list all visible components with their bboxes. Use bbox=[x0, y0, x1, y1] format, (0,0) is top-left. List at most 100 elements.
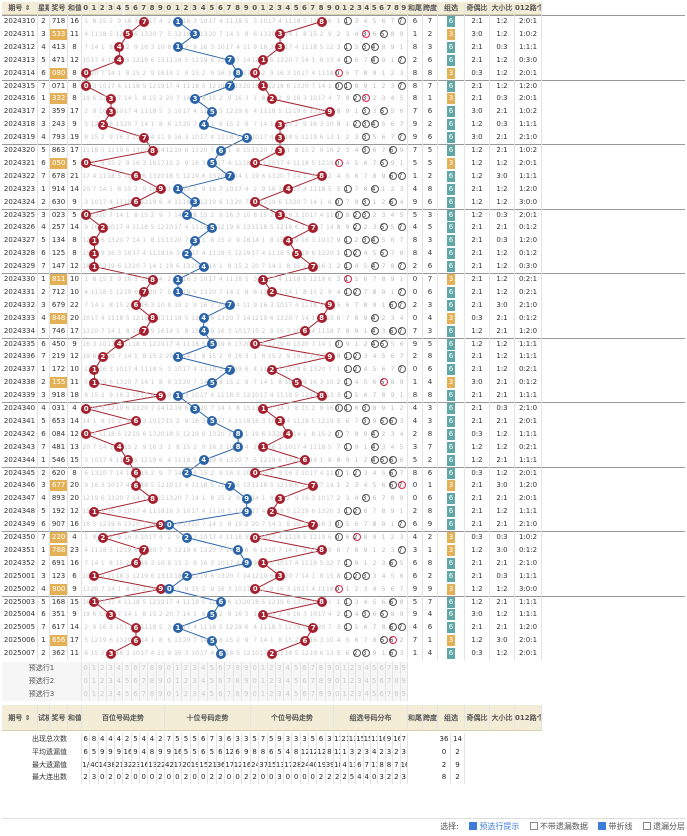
predict-row[interactable]: 预选行2 0 1 2 3 4 5 6 7 8 9 0 1 2 3 4 5 6 7 8 9 0 1 2 3 4 5 6 7 8 9 0 1 2 3 4 5… bbox=[2, 674, 685, 688]
r012-cell: 1:0:2 bbox=[515, 144, 542, 157]
drawn-ball: 6 bbox=[130, 468, 141, 478]
miss-value: 18 bbox=[132, 340, 140, 348]
miss-value: 15 bbox=[309, 288, 318, 296]
dist-mark: 6 bbox=[372, 147, 377, 154]
miss-value: 8 bbox=[184, 585, 189, 593]
miss-value: 6 bbox=[201, 172, 206, 180]
r012-cell: 1:2:0 bbox=[515, 182, 542, 196]
s-g6: 2 bbox=[451, 745, 465, 759]
s-h-6: 5 bbox=[131, 732, 141, 746]
footer-options: 选择: 预选行提示 不带遗漏数据 带折线 遗漏分层 bbox=[2, 818, 685, 834]
b-sum: 和值 bbox=[68, 704, 82, 731]
miss-value: 4 bbox=[278, 276, 282, 283]
r012-cell: 2:0:1 bbox=[515, 414, 542, 428]
checkbox-icon[interactable] bbox=[643, 822, 651, 830]
prize-cell: 359 bbox=[50, 105, 68, 119]
option-layer[interactable]: 遗漏分层 bbox=[643, 822, 685, 831]
miss-value: 16 bbox=[157, 69, 165, 77]
issue-cell: 2025006 bbox=[2, 634, 38, 648]
draw-row: 2024345 2 620 8 6 13 20 7 14 1 15 2 9 6 7 14 8 15 2 9 16 3 10 2… bbox=[2, 466, 685, 480]
miss-value: 13 bbox=[90, 469, 99, 477]
group-badge: 6 bbox=[446, 493, 456, 505]
drawn-ball: 3 bbox=[106, 106, 117, 117]
draw-row: 2024331 2 712 10 4 11 18 5 12 19 6 20 7 7 5 19 6 13 20 7 14 1… bbox=[2, 285, 685, 299]
miss-value: 12 bbox=[191, 56, 199, 64]
bs-cell: 0:3 bbox=[490, 569, 515, 583]
miss-value: 6 bbox=[269, 56, 274, 64]
miss-value: 16 bbox=[140, 559, 149, 567]
miss-value: 16 bbox=[115, 392, 124, 400]
sum-cell: 23 bbox=[68, 543, 82, 557]
group-cell: 6 bbox=[438, 208, 465, 222]
dist-mark: 1 bbox=[343, 275, 352, 283]
dist-mark: 0 bbox=[334, 158, 343, 167]
oe-cell: 2:1 bbox=[465, 621, 490, 635]
d-digit-5: 5 bbox=[371, 2, 379, 15]
drawn-ball: 7 bbox=[308, 622, 319, 633]
dist-mark: 4 bbox=[345, 159, 350, 167]
miss-value: 1 bbox=[117, 69, 122, 77]
miss-value: 6 bbox=[294, 482, 299, 490]
drawn-ball: 7 bbox=[224, 81, 235, 91]
checkbox-icon[interactable] bbox=[598, 822, 607, 830]
miss-value: 18 bbox=[267, 108, 276, 116]
dist-mark: 1 bbox=[390, 288, 395, 296]
drawn-ball: 0 bbox=[250, 532, 261, 543]
dist-mark: 2 bbox=[352, 210, 361, 219]
option-line[interactable]: 带折线 bbox=[598, 822, 632, 831]
bs-cell: 1:2 bbox=[490, 363, 515, 377]
dist-mark: 5 bbox=[372, 250, 377, 258]
miss-value: 10 bbox=[123, 508, 132, 516]
miss-value: 3 bbox=[109, 366, 113, 374]
week-cell: 6 bbox=[38, 608, 50, 622]
issue-cell: 2025007 bbox=[2, 647, 38, 661]
s-h-0: 6 bbox=[82, 732, 91, 746]
checkbox-icon[interactable] bbox=[469, 822, 478, 830]
dist-mark: 7 bbox=[390, 18, 395, 25]
miss-value: 4 bbox=[193, 366, 197, 374]
miss-value: 14 bbox=[301, 56, 309, 64]
dist-mark: 9 bbox=[372, 650, 377, 658]
miss-value: 13 bbox=[123, 521, 132, 529]
miss-value: 19 bbox=[217, 82, 225, 90]
option-predict-hint[interactable]: 预选行提示 bbox=[469, 822, 519, 831]
miss-value: 19 bbox=[276, 82, 284, 90]
miss-value: 9 bbox=[117, 534, 122, 541]
draw-row: 2024323 1 914 14 20 7 14 1 8 15 2 9 16 9 1 15 2 9 16 3 10 17 4… bbox=[2, 182, 685, 196]
span-cell: 6 bbox=[423, 131, 438, 145]
miss-value: 17 bbox=[251, 508, 259, 516]
issue-cell: 2024350 bbox=[2, 531, 38, 544]
miss-value: 3 bbox=[311, 237, 316, 245]
miss-value: 17 bbox=[165, 340, 174, 348]
miss-value: 11 bbox=[276, 392, 284, 400]
miss-value: 10 bbox=[251, 134, 259, 142]
drawn-ball: 3 bbox=[275, 132, 286, 143]
sum-cell: 13 bbox=[68, 440, 82, 454]
prize-cell: 147 bbox=[50, 260, 68, 274]
tail-cell: 8 bbox=[408, 66, 423, 80]
prize-number: 620 bbox=[51, 468, 66, 477]
dist-mark: 3 bbox=[336, 276, 341, 283]
s-u-8: 19 bbox=[317, 758, 326, 772]
s-d-8: 7 bbox=[393, 758, 401, 772]
prize-number: 080 bbox=[50, 67, 67, 79]
prize-cell: 712 bbox=[50, 285, 68, 299]
predict-row[interactable]: 预选行3 0 1 2 3 4 5 6 7 8 9 0 1 2 3 4 5 6 7 8 9 0 1 2 3 4 5 6 7 8 9 0 1 2 3 4 5… bbox=[2, 687, 685, 701]
group-badge: 6 bbox=[446, 119, 456, 131]
miss-value: 18 bbox=[234, 534, 242, 541]
drawn-ball: 3 bbox=[190, 93, 201, 104]
r012-cell: 2:0:1 bbox=[515, 66, 542, 80]
r012-cell: 1:1:1 bbox=[515, 505, 542, 519]
dist-mark: 6 bbox=[381, 366, 386, 374]
option-no-miss[interactable]: 不带遗漏数据 bbox=[529, 822, 588, 831]
draw-row: 2024326 4 257 14 9 16 10 17 4 11 18 5 12 2 10 17 4 11 18 12… bbox=[2, 221, 685, 235]
dist-mark: 5 bbox=[399, 559, 404, 567]
miss-value: 7 bbox=[142, 263, 147, 271]
predict-row[interactable]: 预选行1 0 1 2 3 4 5 6 7 8 9 0 1 2 3 4 5 6 7 8 9 0 1 2 3 4 5 6 7 8 9 0 1 2 3 4 5… bbox=[2, 662, 685, 675]
miss-value: 7 bbox=[142, 521, 147, 529]
miss-value: 2 bbox=[236, 379, 240, 387]
miss-value: 8 bbox=[311, 430, 316, 438]
oe-cell: 1:2 bbox=[465, 337, 490, 351]
miss-value: 19 bbox=[276, 598, 284, 606]
checkbox-icon[interactable] bbox=[529, 822, 538, 830]
